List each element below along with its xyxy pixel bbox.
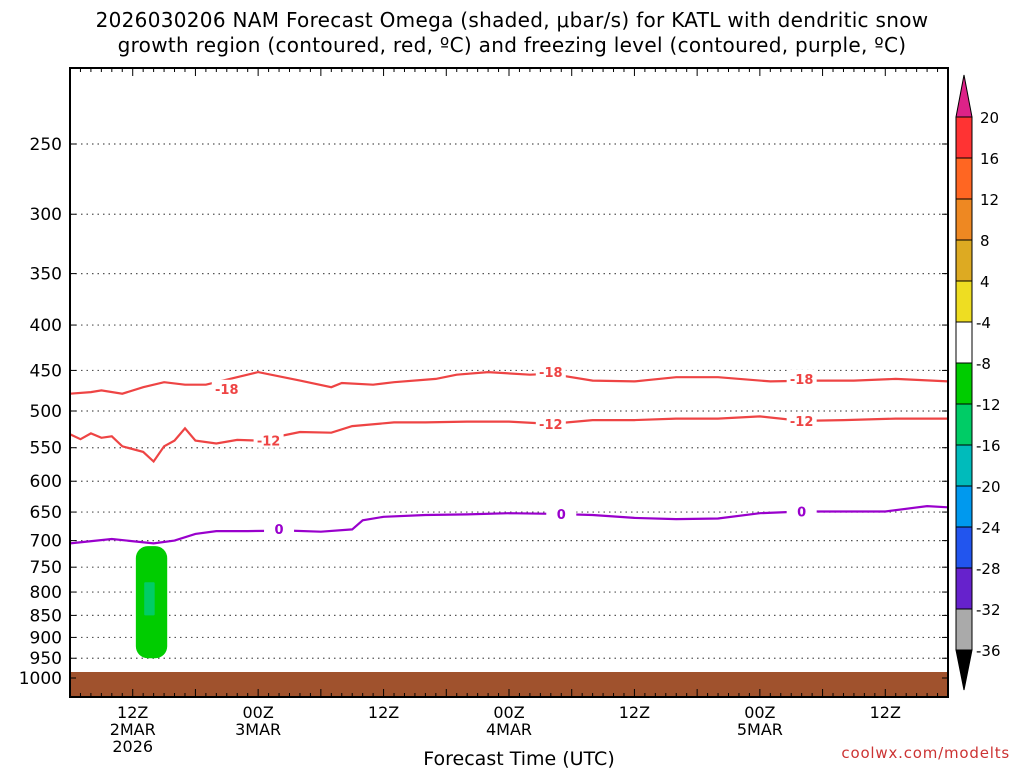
colorbar-label-12: -32 <box>976 601 1001 619</box>
x-tick-label-18-1: 3MAR <box>235 720 281 739</box>
colorbar-label-13: -36 <box>976 642 1001 660</box>
colorbar-label-7: -12 <box>976 396 1001 414</box>
colorbar-label-1: 16 <box>980 150 999 168</box>
y-tick-label-450: 450 <box>30 361 62 381</box>
y-tick-label-850: 850 <box>30 606 62 626</box>
colorbar-label-3: 8 <box>980 232 990 250</box>
x-tick-label-6-2: 2026 <box>112 737 153 756</box>
colorbar-swatch-9 <box>955 485 973 528</box>
contour-label-2-1: 0 <box>557 508 566 523</box>
x-axis-title: Forecast Time (UTC) <box>423 748 614 768</box>
x-tick-label-66-1: 5MAR <box>737 720 783 739</box>
colorbar-swatch-0 <box>955 116 973 159</box>
contour-label-2-2: 0 <box>797 505 806 520</box>
grid-layer <box>70 143 948 659</box>
contour-line-1 <box>69 415 948 464</box>
contour-label-1-2: -12 <box>790 415 814 430</box>
contour-label-bg-1-2 <box>786 411 817 428</box>
colorbar-swatch-11 <box>955 567 973 610</box>
contour-label-bg-1-0 <box>253 431 284 448</box>
colorbar-label-11: -28 <box>976 560 1001 578</box>
omega-region-1 <box>144 582 155 616</box>
y-tick-label-500: 500 <box>30 402 62 422</box>
x-tick-label-6-1: 2MAR <box>110 720 156 739</box>
colorbar-label-5: -4 <box>976 314 991 332</box>
colorbar-label-4: 4 <box>980 273 990 291</box>
contour-label-2-0: 0 <box>275 523 284 538</box>
y-tick-label-650: 650 <box>30 503 62 523</box>
y-tick-label-1000: 1000 <box>19 669 62 689</box>
colorbar-top-arrow <box>955 74 973 118</box>
colorbar-label-2: 12 <box>980 191 999 209</box>
chart-title-line2: growth region (contoured, red, ºC) and f… <box>117 33 907 57</box>
y-tick-label-700: 700 <box>30 532 62 552</box>
x-tick-label-54-0: 12Z <box>619 703 650 722</box>
contour-label-bg-2-0 <box>264 519 295 536</box>
x-tick-label-6-0: 12Z <box>117 703 148 722</box>
contour-label-0-2: -18 <box>790 373 814 388</box>
y-tick-label-750: 750 <box>30 558 62 578</box>
contour-layer: -18 -18 -18 -12 -12 -12 0 0 0 <box>69 363 949 545</box>
y-tick-label-400: 400 <box>30 316 62 336</box>
x-tick-label-66-0: 00Z <box>744 703 775 722</box>
contour-label-bg-2-2 <box>786 502 817 519</box>
contour-label-bg-2-1 <box>546 504 577 521</box>
contour-label-1-1: -12 <box>539 418 563 433</box>
y-tick-label-550: 550 <box>30 439 62 459</box>
colorbar-swatch-7 <box>955 403 973 446</box>
contour-label-bg-0-1 <box>535 363 566 380</box>
contour-label-0-0: -18 <box>215 383 239 398</box>
colorbar-bottom-arrow <box>955 649 973 691</box>
contour-label-bg-0-2 <box>786 369 817 386</box>
colorbar-label-0: 20 <box>980 109 999 127</box>
y-tick-label-350: 350 <box>30 265 62 285</box>
colorbar-swatch-8 <box>955 444 973 487</box>
source-credit: coolwx.com/modelts <box>841 744 1010 762</box>
y-axis: 2503003504004505005506006507007508008509… <box>19 135 948 689</box>
colorbar-label-8: -16 <box>976 437 1001 455</box>
colorbar-label-10: -24 <box>976 519 1001 537</box>
colorbar-swatch-5 <box>955 321 973 364</box>
colorbar: 20 16 12 8 4 -4 -8 -12 -16 -20 -24 -28 -32 -36 <box>955 74 1001 691</box>
colorbar-swatch-last <box>955 608 973 651</box>
colorbar-swatch-3 <box>955 239 973 282</box>
y-tick-label-250: 250 <box>30 135 62 155</box>
colorbar-swatch-1 <box>955 157 973 200</box>
colorbar-swatch-6 <box>955 362 973 405</box>
y-tick-label-800: 800 <box>30 583 62 603</box>
omega-shading-layer <box>135 546 168 659</box>
contour-label-bg-1-1 <box>535 414 566 431</box>
contour-label-0-1: -18 <box>539 366 563 381</box>
contour-label-1-0: -12 <box>257 435 281 450</box>
x-tick-label-42-0: 00Z <box>493 703 524 722</box>
chart-title: 2026030206 NAM Forecast Omega (shaded, μ… <box>0 8 1024 58</box>
y-tick-label-900: 900 <box>30 628 62 648</box>
y-tick-label-300: 300 <box>30 205 62 225</box>
colorbar-swatch-2 <box>955 198 973 241</box>
x-tick-label-30-0: 12Z <box>368 703 399 722</box>
x-tick-label-18-0: 00Z <box>242 703 273 722</box>
chart-title-line1: 2026030206 NAM Forecast Omega (shaded, μ… <box>95 8 929 32</box>
x-tick-label-78-0: 12Z <box>870 703 901 722</box>
y-tick-label-600: 600 <box>30 472 62 492</box>
contour-label-bg-0-0 <box>211 379 242 396</box>
colorbar-label-9: -20 <box>976 478 1001 496</box>
y-tick-label-950: 950 <box>30 649 62 669</box>
plot-frame <box>69 67 949 698</box>
colorbar-swatch-10 <box>955 526 973 569</box>
colorbar-swatch-4 <box>955 280 973 323</box>
colorbar-label-6: -8 <box>976 355 991 373</box>
contour-line-0 <box>69 370 949 395</box>
x-tick-label-42-1: 4MAR <box>486 720 532 739</box>
